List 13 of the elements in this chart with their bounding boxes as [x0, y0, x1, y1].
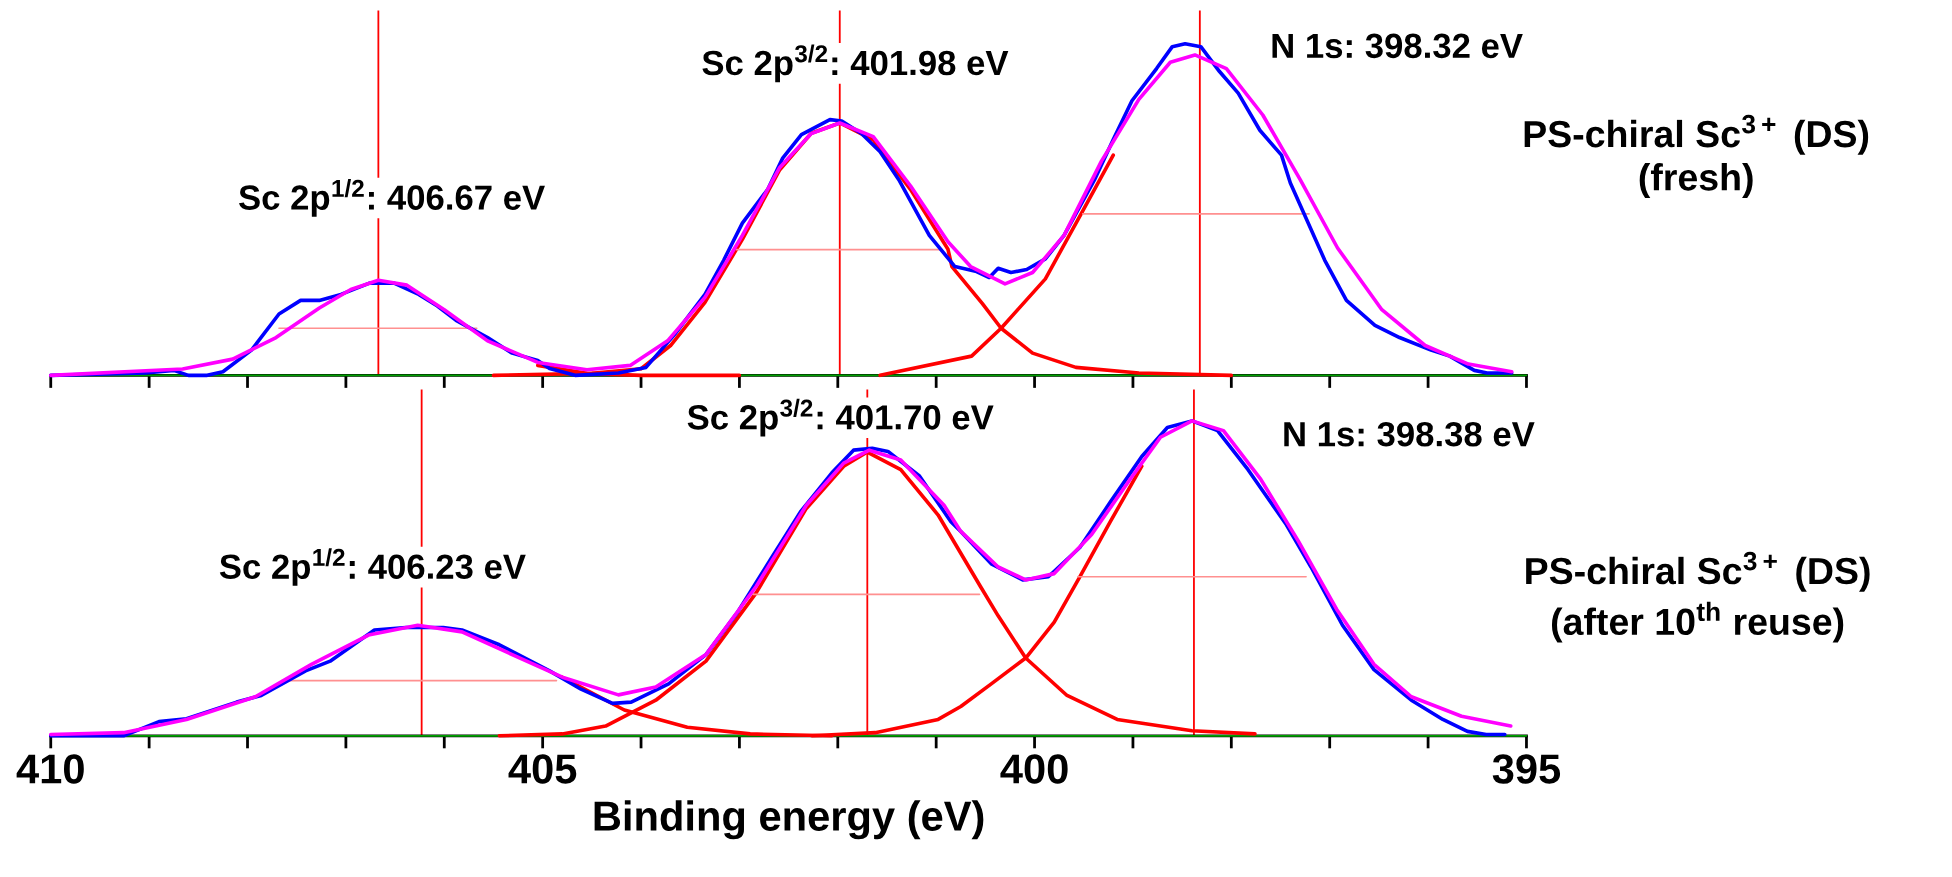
text: PS-chiral Sc$^{3+}$ (DS) (fresh)	[1524, 114, 1869, 199]
annotation: Sc 2p$^{1/2}$: 406.67 eV	[238, 179, 545, 217]
x-axis-title: Binding energy (eV)	[594, 800, 984, 840]
x-tick-label: 400	[1000, 754, 1068, 784]
annotation: N 1s: 398.38 eV	[1284, 421, 1535, 447]
annotation: Sc 2p$^{3/2}$: 401.98 eV	[702, 44, 1009, 83]
x-tick-label: 410	[16, 754, 84, 784]
chart-title: PS-chiral Sc$^{3+}$ (DS) (after 10$^{th}$ reuse)	[1526, 551, 1870, 643]
annotation: N 1s: 398.32 eV	[1272, 33, 1523, 59]
annotation: Sc 2p$^{1/2}$: 406.23 eV	[219, 548, 526, 586]
x-tick-label: 395	[1492, 754, 1561, 784]
annotation: Sc 2p$^{3/2}$: 401.70 eV	[687, 398, 994, 437]
x-tick-label: 405	[508, 754, 577, 784]
